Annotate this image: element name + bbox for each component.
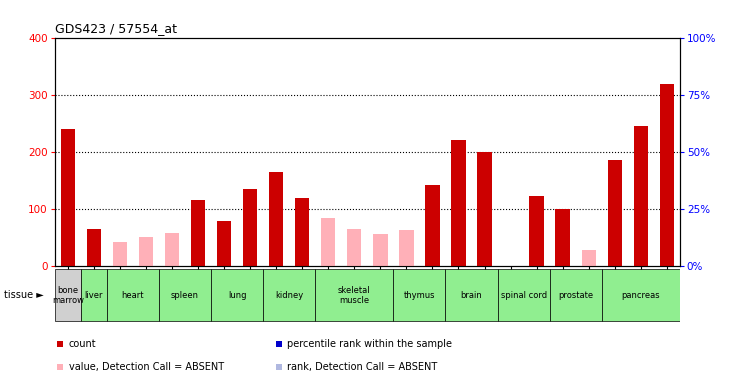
Bar [602, 269, 680, 321]
Bar [347, 229, 361, 266]
Text: lung: lung [228, 291, 246, 300]
Bar [445, 269, 498, 321]
Bar [451, 141, 466, 266]
Bar [321, 217, 336, 266]
Bar [399, 230, 414, 266]
Text: bone
marrow: bone marrow [52, 286, 84, 305]
Text: GDS423 / 57554_at: GDS423 / 57554_at [55, 22, 177, 35]
Bar [634, 126, 648, 266]
Bar [659, 84, 674, 266]
Text: skeletal
muscle: skeletal muscle [338, 286, 371, 305]
Bar [529, 196, 544, 266]
Text: spinal cord: spinal cord [501, 291, 547, 300]
Text: prostate: prostate [558, 291, 594, 300]
Bar [243, 189, 257, 266]
Bar [107, 269, 159, 321]
Bar [165, 233, 179, 266]
Text: tissue ►: tissue ► [4, 290, 43, 300]
Bar [295, 198, 309, 266]
Bar [81, 269, 107, 321]
Bar [425, 185, 439, 266]
Bar [582, 250, 596, 266]
Text: kidney: kidney [275, 291, 303, 300]
Bar [263, 269, 315, 321]
Bar [315, 269, 393, 321]
Bar [87, 229, 101, 266]
Bar [556, 209, 569, 266]
Text: value, Detection Call = ABSENT: value, Detection Call = ABSENT [69, 362, 224, 372]
Bar [211, 269, 263, 321]
Text: brain: brain [461, 291, 482, 300]
Bar [607, 160, 622, 266]
Bar [477, 152, 492, 266]
Bar [61, 129, 75, 266]
Text: heart: heart [121, 291, 144, 300]
Bar [159, 269, 211, 321]
Bar [191, 201, 205, 266]
Bar [550, 269, 602, 321]
Text: thymus: thymus [404, 291, 435, 300]
Text: count: count [69, 339, 96, 349]
Bar [374, 234, 387, 266]
Text: liver: liver [85, 291, 103, 300]
Text: rank, Detection Call = ABSENT: rank, Detection Call = ABSENT [287, 362, 438, 372]
Bar [269, 172, 284, 266]
Bar [217, 220, 231, 266]
Text: pancreas: pancreas [621, 291, 660, 300]
Text: percentile rank within the sample: percentile rank within the sample [287, 339, 452, 349]
Bar [55, 269, 81, 321]
Bar [498, 269, 550, 321]
Text: spleen: spleen [171, 291, 199, 300]
Bar [113, 242, 127, 266]
Bar [139, 237, 153, 266]
Bar [393, 269, 445, 321]
